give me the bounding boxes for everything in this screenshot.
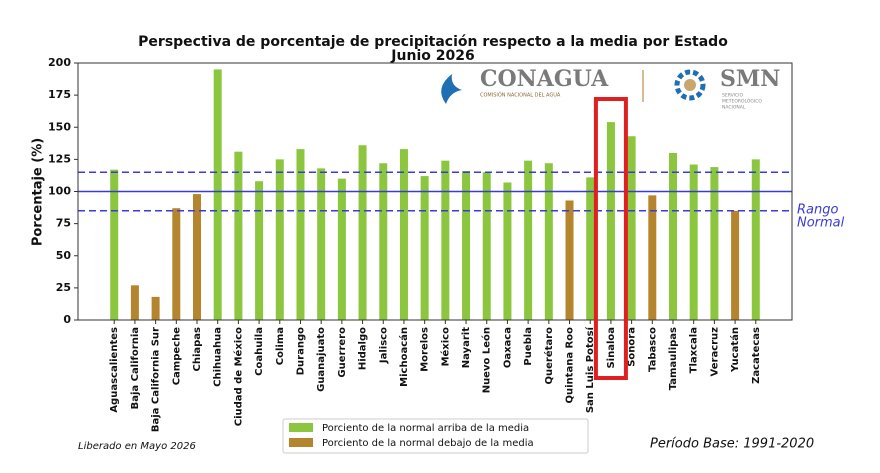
normal-range-label: Normal [797, 215, 845, 230]
bar [234, 151, 243, 320]
bar [606, 122, 615, 320]
logo-icon [684, 79, 696, 91]
bar [337, 178, 346, 320]
x-tick-label: Aguascalientes [109, 327, 120, 413]
chart-subtitle: Junio 2026 [390, 48, 474, 64]
legend-label: Porciento de la normal debajo de la medi… [322, 438, 534, 449]
legend-swatch [289, 438, 313, 447]
y-tick-label: 200 [48, 56, 71, 69]
x-tick-label: Nayarit [461, 327, 472, 368]
x-tick-label: México [439, 327, 451, 367]
legend-box [282, 418, 589, 454]
bar [565, 200, 574, 320]
y-tick-label: 75 [56, 217, 71, 230]
x-tick-label: Quintana Roo [565, 327, 576, 404]
y-tick-label: 125 [48, 152, 71, 165]
bar [441, 160, 450, 320]
logo-icon [441, 74, 462, 104]
y-tick-label: 100 [48, 185, 71, 198]
x-tick-label: Hidalgo [358, 327, 369, 370]
x-tick-label: Colima [275, 327, 286, 365]
bar [627, 136, 636, 320]
x-tick-label: Oaxaca [502, 327, 513, 368]
y-tick-label: 25 [56, 281, 71, 294]
x-tick-label: Chihuahua [213, 327, 224, 387]
bar [420, 176, 429, 320]
legend-swatch [289, 423, 313, 432]
x-tick-label: Querétaro [543, 327, 555, 385]
bar [731, 210, 740, 320]
bar [172, 208, 181, 320]
bar [379, 163, 388, 320]
x-tick-label: Tabasco [647, 327, 658, 372]
bar [399, 149, 408, 320]
x-tick-label: San Luis Potosí [584, 326, 596, 413]
bar [524, 160, 533, 320]
bar [110, 169, 119, 320]
bar [586, 177, 595, 320]
x-tick-label: Coahuila [254, 327, 265, 376]
x-tick-label: Jalisco [378, 327, 389, 364]
bar [669, 152, 677, 320]
logo-text: SMN [720, 66, 780, 92]
x-tick-label: Puebla [523, 327, 534, 366]
x-tick-label: Ciudad de México [232, 327, 244, 426]
bar [296, 149, 305, 320]
bar [151, 296, 160, 320]
logo-subtext: SERVICIO [722, 93, 743, 99]
x-tick-label: Morelos [420, 327, 431, 372]
bar [462, 170, 471, 320]
bar [648, 195, 657, 320]
x-tick-label: Sonora [627, 327, 638, 367]
bar [317, 168, 326, 320]
x-tick-label: Sinaloa [606, 327, 617, 369]
x-tick-label: Tamaulipas [668, 327, 679, 390]
y-tick-label: 175 [48, 88, 71, 101]
x-tick-label: Zacatecas [751, 327, 762, 384]
logo-icon [674, 69, 706, 101]
bar [275, 159, 284, 320]
logo-subtext: COMISIÓN NACIONAL DEL AGUA [480, 92, 561, 99]
bar [710, 167, 719, 320]
x-tick-label: Campeche [171, 327, 182, 385]
x-tick-label: Nuevo León [481, 327, 493, 393]
bar [482, 172, 491, 320]
x-tick-label: Guanajuato [316, 327, 327, 392]
bar [689, 164, 698, 320]
x-tick-label: Chiapas [192, 327, 203, 372]
bar [503, 182, 512, 320]
release-note: Liberado en Mayo 2026 [78, 441, 196, 452]
chart-title: Perspectiva de porcentaje de precipitaci… [138, 34, 728, 50]
bar [751, 159, 760, 320]
bar [358, 145, 367, 320]
bar [213, 69, 222, 320]
conagua-logo: CONAGUA COMISIÓN NACIONAL DEL AGUA SMN [441, 66, 780, 104]
x-tick-label: Durango [295, 327, 306, 375]
x-tick-label: Guerrero [337, 327, 348, 378]
y-tick-label: 0 [63, 313, 71, 326]
logo-text: CONAGUA [480, 66, 609, 92]
normal-range-label: Rango [797, 202, 838, 217]
y-tick-label: 50 [56, 249, 72, 262]
y-tick-label: 150 [48, 120, 71, 133]
x-tick-label: Veracruz [709, 327, 720, 377]
x-tick-label: Baja California [130, 327, 141, 409]
x-tick-label: Tlaxcala [689, 327, 700, 373]
x-tick-label: Baja California Sur [151, 327, 162, 432]
highlight-box [593, 97, 628, 380]
bar [255, 181, 264, 320]
plot-frame [77, 62, 793, 321]
y-axis-label: Porcentaje (%) [31, 138, 46, 246]
legend-label: Porciento de la normal arriba de la medi… [322, 423, 529, 434]
bar [130, 285, 139, 320]
logo-subtext: NACIONAL [722, 105, 746, 111]
x-tick-label: Yucatán [729, 327, 741, 373]
bar [544, 163, 553, 320]
x-tick-label: Michoacán [398, 327, 410, 387]
base-period: Período Base: 1991-2020 [650, 437, 814, 452]
logo-subtext: METEOROLÓGICO [722, 98, 762, 105]
bar [193, 194, 201, 320]
